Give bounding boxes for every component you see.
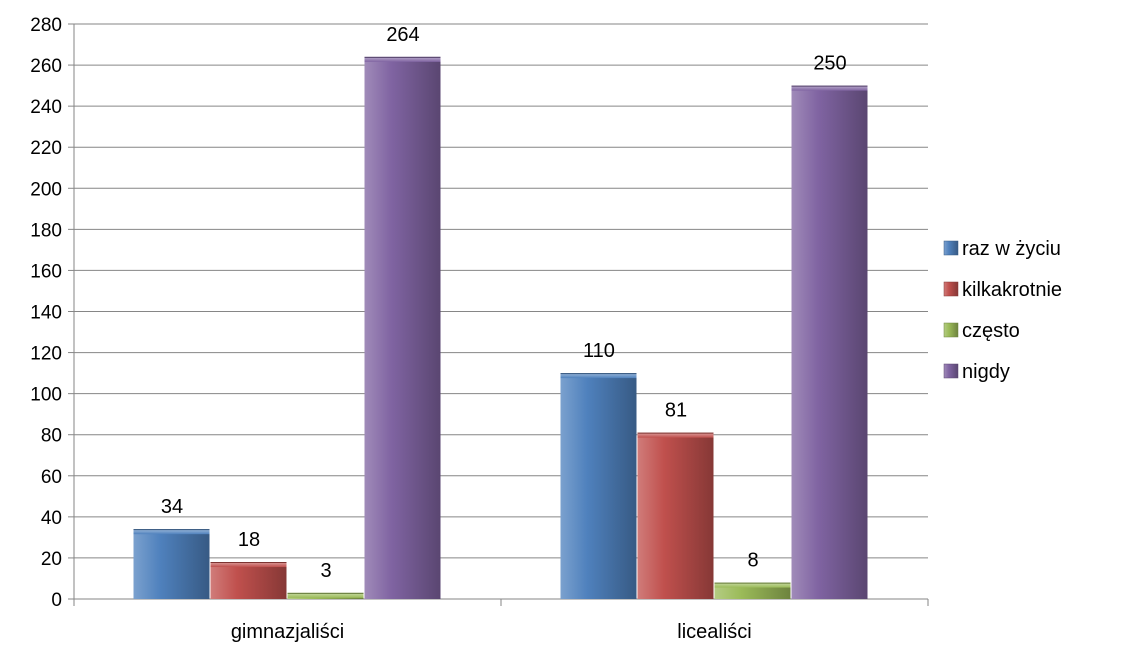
bar-cap: [133, 529, 210, 535]
bar: [364, 56, 441, 600]
bar-cap: [210, 562, 287, 568]
y-tick-label: 140: [30, 303, 62, 324]
bar-body: [637, 432, 714, 599]
bar: [287, 592, 364, 599]
data-label: 250: [813, 53, 846, 75]
y-tick-label: 240: [30, 97, 62, 118]
bars: [133, 56, 868, 600]
y-tick-label: 200: [30, 179, 62, 200]
x-category-label: licealiści: [677, 621, 751, 643]
bar: [560, 373, 637, 599]
bar-cap: [560, 373, 637, 379]
y-tick-label: 120: [30, 344, 62, 365]
data-label: 81: [665, 400, 687, 422]
legend-swatch: [943, 322, 959, 338]
legend-item: raz w życiu: [943, 238, 1061, 260]
bar: [637, 432, 714, 599]
y-tick-label: 0: [51, 590, 62, 611]
bar: [133, 529, 210, 599]
bar: [791, 85, 868, 600]
legend-swatch: [943, 281, 959, 297]
data-label: 110: [583, 340, 615, 362]
bar-body: [210, 562, 287, 599]
y-tick-label: 160: [30, 261, 62, 282]
legend-label: nigdy: [962, 361, 1010, 383]
y-tick-label: 80: [41, 426, 62, 447]
gridlines: [74, 23, 928, 559]
data-label: 8: [747, 550, 758, 572]
y-tick-label: 220: [30, 138, 62, 159]
bar-body: [133, 529, 210, 599]
legend: raz w życiu kilkakrotnie często nigdy: [943, 238, 1062, 383]
legend-swatch: [943, 363, 959, 379]
data-labels: 34 18 3 264 110 81 8 250: [161, 24, 847, 582]
y-tick-label: 100: [30, 385, 62, 406]
bar-cap: [287, 592, 364, 598]
legend-item: nigdy: [943, 361, 1010, 383]
data-label: 264: [386, 24, 419, 46]
y-tick-label: 20: [41, 549, 62, 570]
bar-cap: [714, 582, 791, 588]
bar-cap: [637, 432, 714, 438]
bar: [210, 562, 287, 599]
bar-cap: [364, 56, 441, 62]
y-tick-label: 280: [30, 15, 62, 36]
y-tick-label: 180: [30, 220, 62, 241]
bar-body: [364, 56, 441, 600]
legend-label: raz w życiu: [962, 238, 1061, 260]
axes: 0 20 40 60 80 100 120 140 160 180 200 220 240 260 280 g…: [30, 15, 929, 643]
bar-body: [791, 85, 868, 600]
legend-swatch: [943, 240, 959, 256]
bar-cap: [791, 85, 868, 91]
legend-label: często: [962, 320, 1020, 342]
data-label: 18: [238, 529, 260, 551]
bar: [714, 582, 791, 599]
y-tick-label: 260: [30, 56, 62, 77]
legend-label: kilkakrotnie: [962, 279, 1062, 301]
bar-body: [560, 373, 637, 599]
y-tick-label: 40: [41, 508, 62, 529]
legend-item: kilkakrotnie: [943, 279, 1062, 301]
data-label: 34: [161, 496, 183, 518]
x-category-label: gimnazjaliści: [231, 621, 344, 643]
legend-item: często: [943, 320, 1020, 342]
data-label: 3: [320, 560, 331, 582]
y-tick-label: 60: [41, 467, 62, 488]
